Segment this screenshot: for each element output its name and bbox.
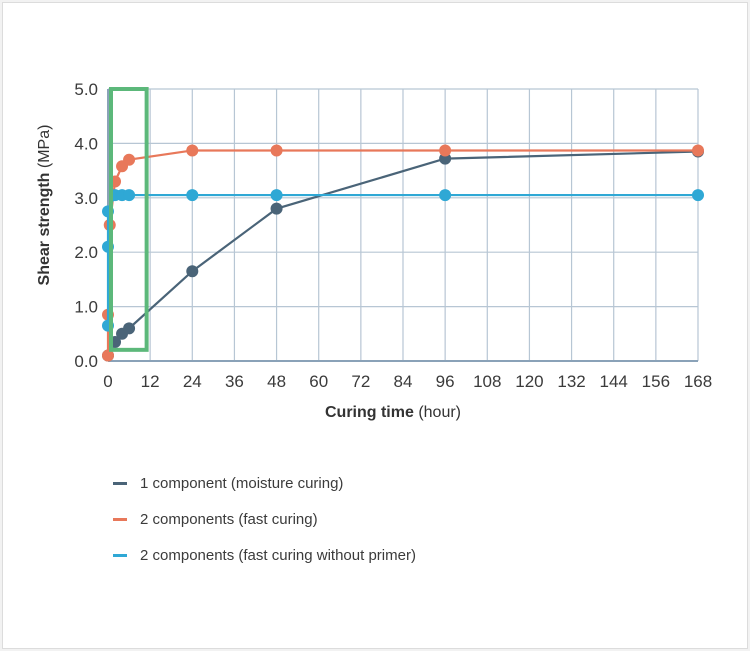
legend-swatch-2-components-no-primer <box>113 553 127 557</box>
data-point <box>123 322 136 335</box>
data-point <box>692 144 704 157</box>
data-point <box>270 202 283 215</box>
x-tick-label: 144 <box>600 372 628 391</box>
y-tick-label: 4.0 <box>74 134 98 153</box>
data-point <box>186 144 199 157</box>
data-point <box>439 144 452 157</box>
x-tick-label: 0 <box>103 372 112 391</box>
legend-label-2-components-fast: 2 components (fast curing) <box>140 510 318 528</box>
y-axis-title: Shear strength (MPa) <box>36 125 53 286</box>
data-point <box>123 153 136 166</box>
x-tick-label: 156 <box>642 372 670 391</box>
x-tick-label: 84 <box>394 372 413 391</box>
x-tick-label: 108 <box>473 372 501 391</box>
legend-item-2-components-fast: 2 components (fast curing) <box>113 501 416 537</box>
y-tick-label: 1.0 <box>74 298 98 317</box>
x-tick-label: 24 <box>183 372 202 391</box>
data-point <box>186 189 199 202</box>
x-tick-label: 36 <box>225 372 244 391</box>
data-point <box>270 144 283 157</box>
shear-strength-chart: 0 12 24 36 48 60 72 84 96 108 120 132 144 156 168 0.0 1.… <box>36 80 712 421</box>
y-tick-label: 2.0 <box>74 243 98 262</box>
legend-item-1-component: 1 component (moisture curing) <box>113 465 416 501</box>
x-tick-label: 12 <box>141 372 160 391</box>
data-point <box>439 189 452 202</box>
grid <box>107 88 699 362</box>
x-tick-label: 60 <box>309 372 328 391</box>
legend-item-2-components-no-primer: 2 components (fast curing without primer… <box>113 537 416 573</box>
x-tick-label: 48 <box>267 372 286 391</box>
x-tick-label: 72 <box>351 372 370 391</box>
highlight-box <box>109 87 149 352</box>
legend-label-1-component: 1 component (moisture curing) <box>140 474 344 492</box>
legend-swatch-2-components-fast <box>113 517 127 521</box>
x-tick-label: 120 <box>515 372 543 391</box>
data-point <box>270 189 283 202</box>
data-point <box>186 265 199 278</box>
y-tick-label: 0.0 <box>74 352 98 371</box>
x-tick-label: 132 <box>557 372 585 391</box>
data-point <box>123 189 136 202</box>
data-point <box>692 189 704 202</box>
legend-label-2-components-no-primer: 2 components (fast curing without primer… <box>140 546 416 564</box>
x-tick-label: 96 <box>436 372 455 391</box>
x-tick-label: 168 <box>684 372 712 391</box>
legend-swatch-1-component <box>113 481 127 485</box>
x-axis-title: Curing time (hour) <box>325 404 461 421</box>
y-tick-label: 3.0 <box>74 189 98 208</box>
y-tick-label: 5.0 <box>74 80 98 99</box>
data-point <box>102 349 114 362</box>
legend: 1 component (moisture curing) 2 componen… <box>113 465 416 573</box>
